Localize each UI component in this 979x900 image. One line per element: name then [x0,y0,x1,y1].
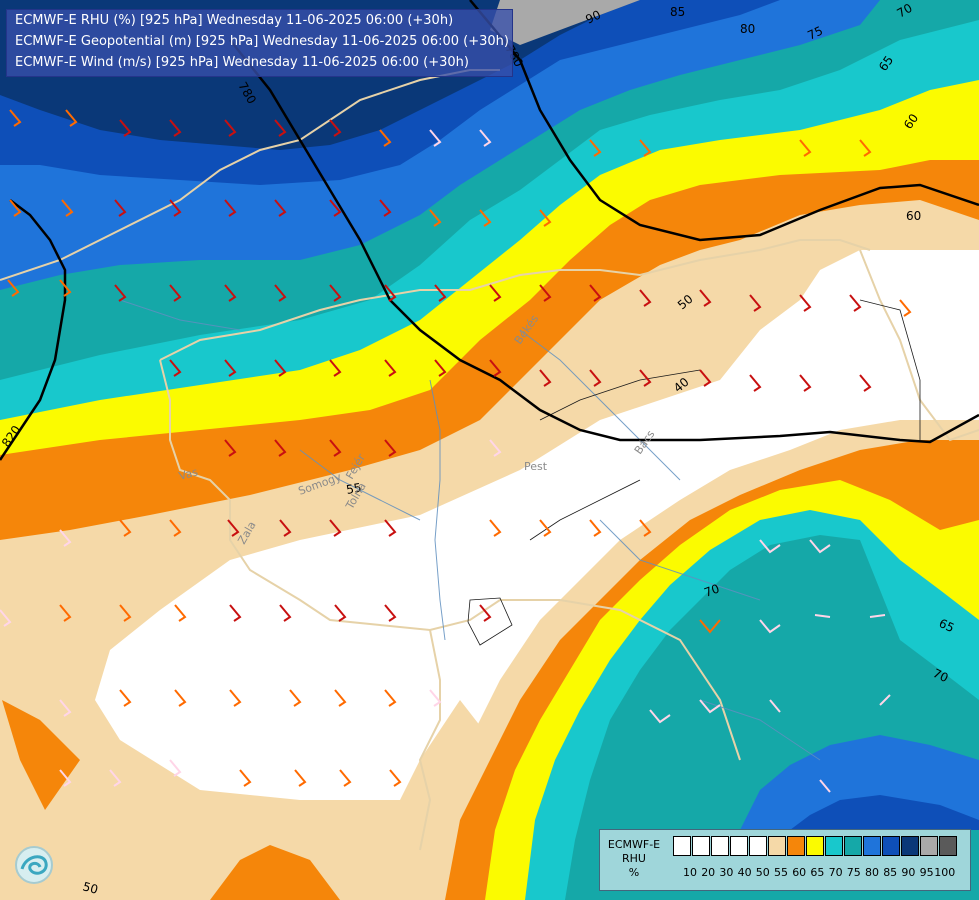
contour-labels: 820 780 780 90 85 80 75 70 65 60 60 55 5… [0,1,956,897]
legend-swatch [863,836,881,856]
legend-swatch [825,836,843,856]
rhu-label-85: 85 [670,5,685,19]
rhu-60-area-southwest [2,700,80,810]
legend-tick-label: 40 [737,866,752,879]
place-label-pest: Pest [524,460,548,473]
legend-title: ECMWF-E RHU % [606,838,662,880]
place-label-vas: Vas [177,465,199,483]
legend-tick-label: 65 [810,866,825,879]
legend-swatch [692,836,710,856]
rhu-60-area-south [210,845,340,900]
rhu-label-70: 70 [895,1,915,21]
legend-tick-label: 75 [846,866,861,879]
map-title-box: ECMWF-E RHU (%) [925 hPa] Wednesday 11-0… [6,9,513,77]
legend-tick-label: 85 [883,866,898,879]
legend-swatch [711,836,729,856]
rhu-label-90: 90 [583,8,603,27]
legend-swatch [787,836,805,856]
legend-swatch [939,836,957,856]
wind-barbs [0,109,912,793]
legend-title-line: RHU [622,852,646,865]
legend-swatch [806,836,824,856]
rhu-label-65-south: 65 [937,616,957,635]
legend-tick-label: 100 [934,866,956,879]
legend-tick-label: 20 [701,866,716,879]
legend-swatch [901,836,919,856]
legend-tick-label: 70 [828,866,843,879]
country-borders [0,69,979,851]
geopotential-contours [0,0,979,461]
rhu-label-50-south: 50 [81,879,99,896]
legend-swatch [920,836,938,856]
legend-tick-label: 60 [792,866,807,879]
title-rhu: ECMWF-E RHU (%) [925 hPa] Wednesday 11-0… [15,13,454,28]
legend-tick-label: 55 [774,866,788,879]
rhu-label-70-south: 70 [702,581,721,599]
legend-tick-label: 80 [865,866,879,879]
rhu-label-70-southeast: 70 [931,666,951,685]
title-geopotential: ECMWF-E Geopotential (m) [925 hPa] Wedne… [15,34,509,49]
rhu-label-60-b: 60 [906,209,921,223]
legend-tick-label: 95 [919,866,934,879]
rhu-label-80: 80 [740,22,755,36]
legend-swatch [882,836,900,856]
legend-tick-label: 50 [755,866,770,879]
rhu-label-55: 55 [345,481,362,497]
legend-swatch [730,836,748,856]
legend-tick-label: 10 [683,866,697,879]
provider-logo [15,846,53,884]
legend-title-line: ECMWF-E [607,838,661,851]
rhu-label-75: 75 [805,24,825,43]
legend-swatch [768,836,786,856]
legend-tick-label: 30 [719,866,734,879]
rivers [119,299,821,761]
legend-swatch [844,836,862,856]
legend-title-line: % [628,866,640,879]
county-boundaries [467,299,921,646]
rhu-95-area [490,0,640,45]
rhu-85-area-southeast [790,795,979,830]
legend-tick-label: 90 [901,866,916,879]
legend-swatch [673,836,691,856]
legend-swatch [749,836,767,856]
title-wind: ECMWF-E Wind (m/s) [925 hPa] Wednesday 1… [15,55,469,70]
rhu-legend: ECMWF-E RHU % 10 20 30 40 50 55 60 65 70 75 80 85 90… [599,829,971,891]
